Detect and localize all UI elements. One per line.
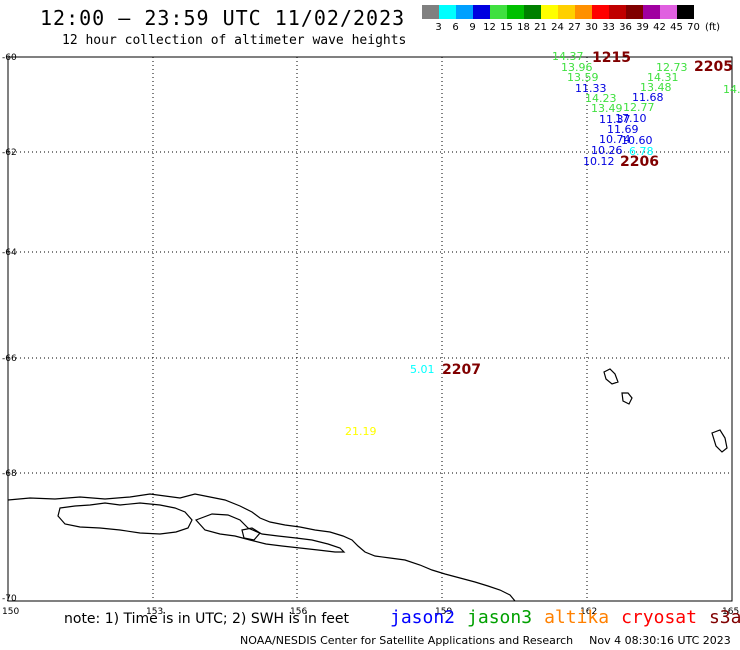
- legend-swatch: [609, 5, 626, 19]
- wave-height-label: 10.74: [599, 133, 631, 146]
- wave-height-label: 10.60: [621, 134, 653, 147]
- legend-label: 12: [483, 22, 496, 33]
- wave-height-label: 14.31: [647, 71, 679, 84]
- y-tick-label: -60: [2, 53, 17, 63]
- legend-swatch: [677, 5, 694, 19]
- island-outline: [621, 392, 633, 405]
- y-tick-label: -68: [2, 469, 17, 479]
- legend-swatch: [660, 5, 677, 19]
- legend-swatch: [490, 5, 507, 19]
- page-subtitle: 12 hour collection of altimeter wave hei…: [62, 33, 407, 48]
- legend-swatch: [592, 5, 609, 19]
- legend-swatch: [439, 5, 456, 19]
- satellite-legend: jason2 jason3 altika cryosat s3a: [390, 607, 740, 628]
- wave-height-label: 12.77: [623, 101, 655, 114]
- legend-swatch: [473, 5, 490, 19]
- legend-label: 6: [452, 22, 459, 33]
- wave-height-label: 11.37: [599, 113, 631, 126]
- wave-height-label: 11.33: [575, 82, 607, 95]
- legend-swatch: [643, 5, 660, 19]
- wave-height-label: 13.59: [567, 71, 599, 84]
- wave-height-label: 17.10: [615, 112, 647, 125]
- legend-label: 39: [636, 22, 649, 33]
- legend-label: 27: [568, 22, 581, 33]
- pass-time-label: 2206: [620, 154, 659, 170]
- island-outline: [711, 429, 728, 453]
- wave-height-label: 10.12: [583, 155, 615, 168]
- legend-label: 30: [585, 22, 598, 33]
- legend-swatch: [422, 5, 439, 19]
- satellite-label: jason3: [467, 607, 533, 628]
- legend-swatch: [507, 5, 524, 19]
- pass-time-label: 1215: [592, 50, 631, 66]
- x-tick-label: 150: [2, 607, 19, 617]
- wave-height-label: 13.48: [640, 81, 672, 94]
- legend-label: 3: [435, 22, 442, 33]
- graticule: [8, 57, 732, 601]
- legend-label: 9: [469, 22, 476, 33]
- legend-swatch: [456, 5, 473, 19]
- wave-height-label: 14.: [723, 83, 740, 96]
- legend-swatch: [575, 5, 592, 19]
- page-title: 12:00 — 23:59 UTC 11/02/2023: [40, 6, 406, 30]
- satellite-label: cryosat: [621, 607, 697, 628]
- coastline: [57, 502, 193, 535]
- wave-height-label: 12.73: [656, 61, 688, 74]
- pass-time-label: 2207: [442, 362, 481, 378]
- legend-swatch: [626, 5, 643, 19]
- wave-height-label: 11.68: [632, 91, 664, 104]
- legend-label: 36: [619, 22, 632, 33]
- satellite-label: s3a: [708, 607, 740, 628]
- x-tick-label: 153: [146, 607, 163, 617]
- satellite-label: altika: [544, 607, 610, 628]
- wave-height-label: 13.49: [591, 102, 623, 115]
- legend-swatch: [558, 5, 575, 19]
- satellite-label: jason2: [390, 607, 456, 628]
- footer-credit: NOAA/NESDIS Center for Satellite Applica…: [240, 634, 731, 647]
- legend-label: 45: [670, 22, 683, 33]
- legend-label: 18: [517, 22, 530, 33]
- legend-label: 42: [653, 22, 666, 33]
- wave-height-label: 14.37: [552, 50, 584, 63]
- wave-height-label: 13.96: [561, 61, 593, 74]
- coastline: [7, 493, 516, 602]
- x-tick-label: 165: [722, 607, 739, 617]
- wave-height-label: 14.23: [585, 92, 617, 105]
- wave-height-label: 6.78: [629, 145, 654, 158]
- wave-height-label: 11.69: [607, 123, 639, 136]
- y-tick-label: -62: [2, 148, 17, 158]
- y-tick-label: -64: [2, 248, 17, 258]
- wave-height-label: 21.19: [345, 425, 377, 438]
- legend-label: 70: [687, 22, 700, 33]
- legend-swatch: [541, 5, 558, 19]
- legend-unit: (ft): [704, 22, 721, 33]
- x-tick-label: 156: [290, 607, 307, 617]
- x-tick-label: 159: [435, 607, 452, 617]
- legend-label: 21: [534, 22, 547, 33]
- coastline: [194, 513, 346, 553]
- legend-label: 33: [602, 22, 615, 33]
- legend-label: 15: [500, 22, 513, 33]
- legend-label: 24: [551, 22, 564, 33]
- y-tick-label: -70: [2, 594, 17, 604]
- wave-height-label: 5.01: [410, 363, 435, 376]
- wave-height-label: 10.26: [591, 144, 623, 157]
- legend-swatch: [524, 5, 541, 19]
- y-tick-label: -66: [2, 354, 17, 364]
- generated-timestamp: Nov 4 08:30:16 UTC 2023: [589, 634, 731, 647]
- plot-frame: [7, 56, 733, 602]
- pass-time-label: 2205: [694, 59, 733, 75]
- x-tick-label: 162: [580, 607, 597, 617]
- units-note: note: 1) Time is in UTC; 2) SWH is in fe…: [64, 611, 350, 627]
- island-outline: [603, 368, 619, 385]
- coastline: [241, 527, 261, 541]
- credit-text: NOAA/NESDIS Center for Satellite Applica…: [240, 634, 574, 647]
